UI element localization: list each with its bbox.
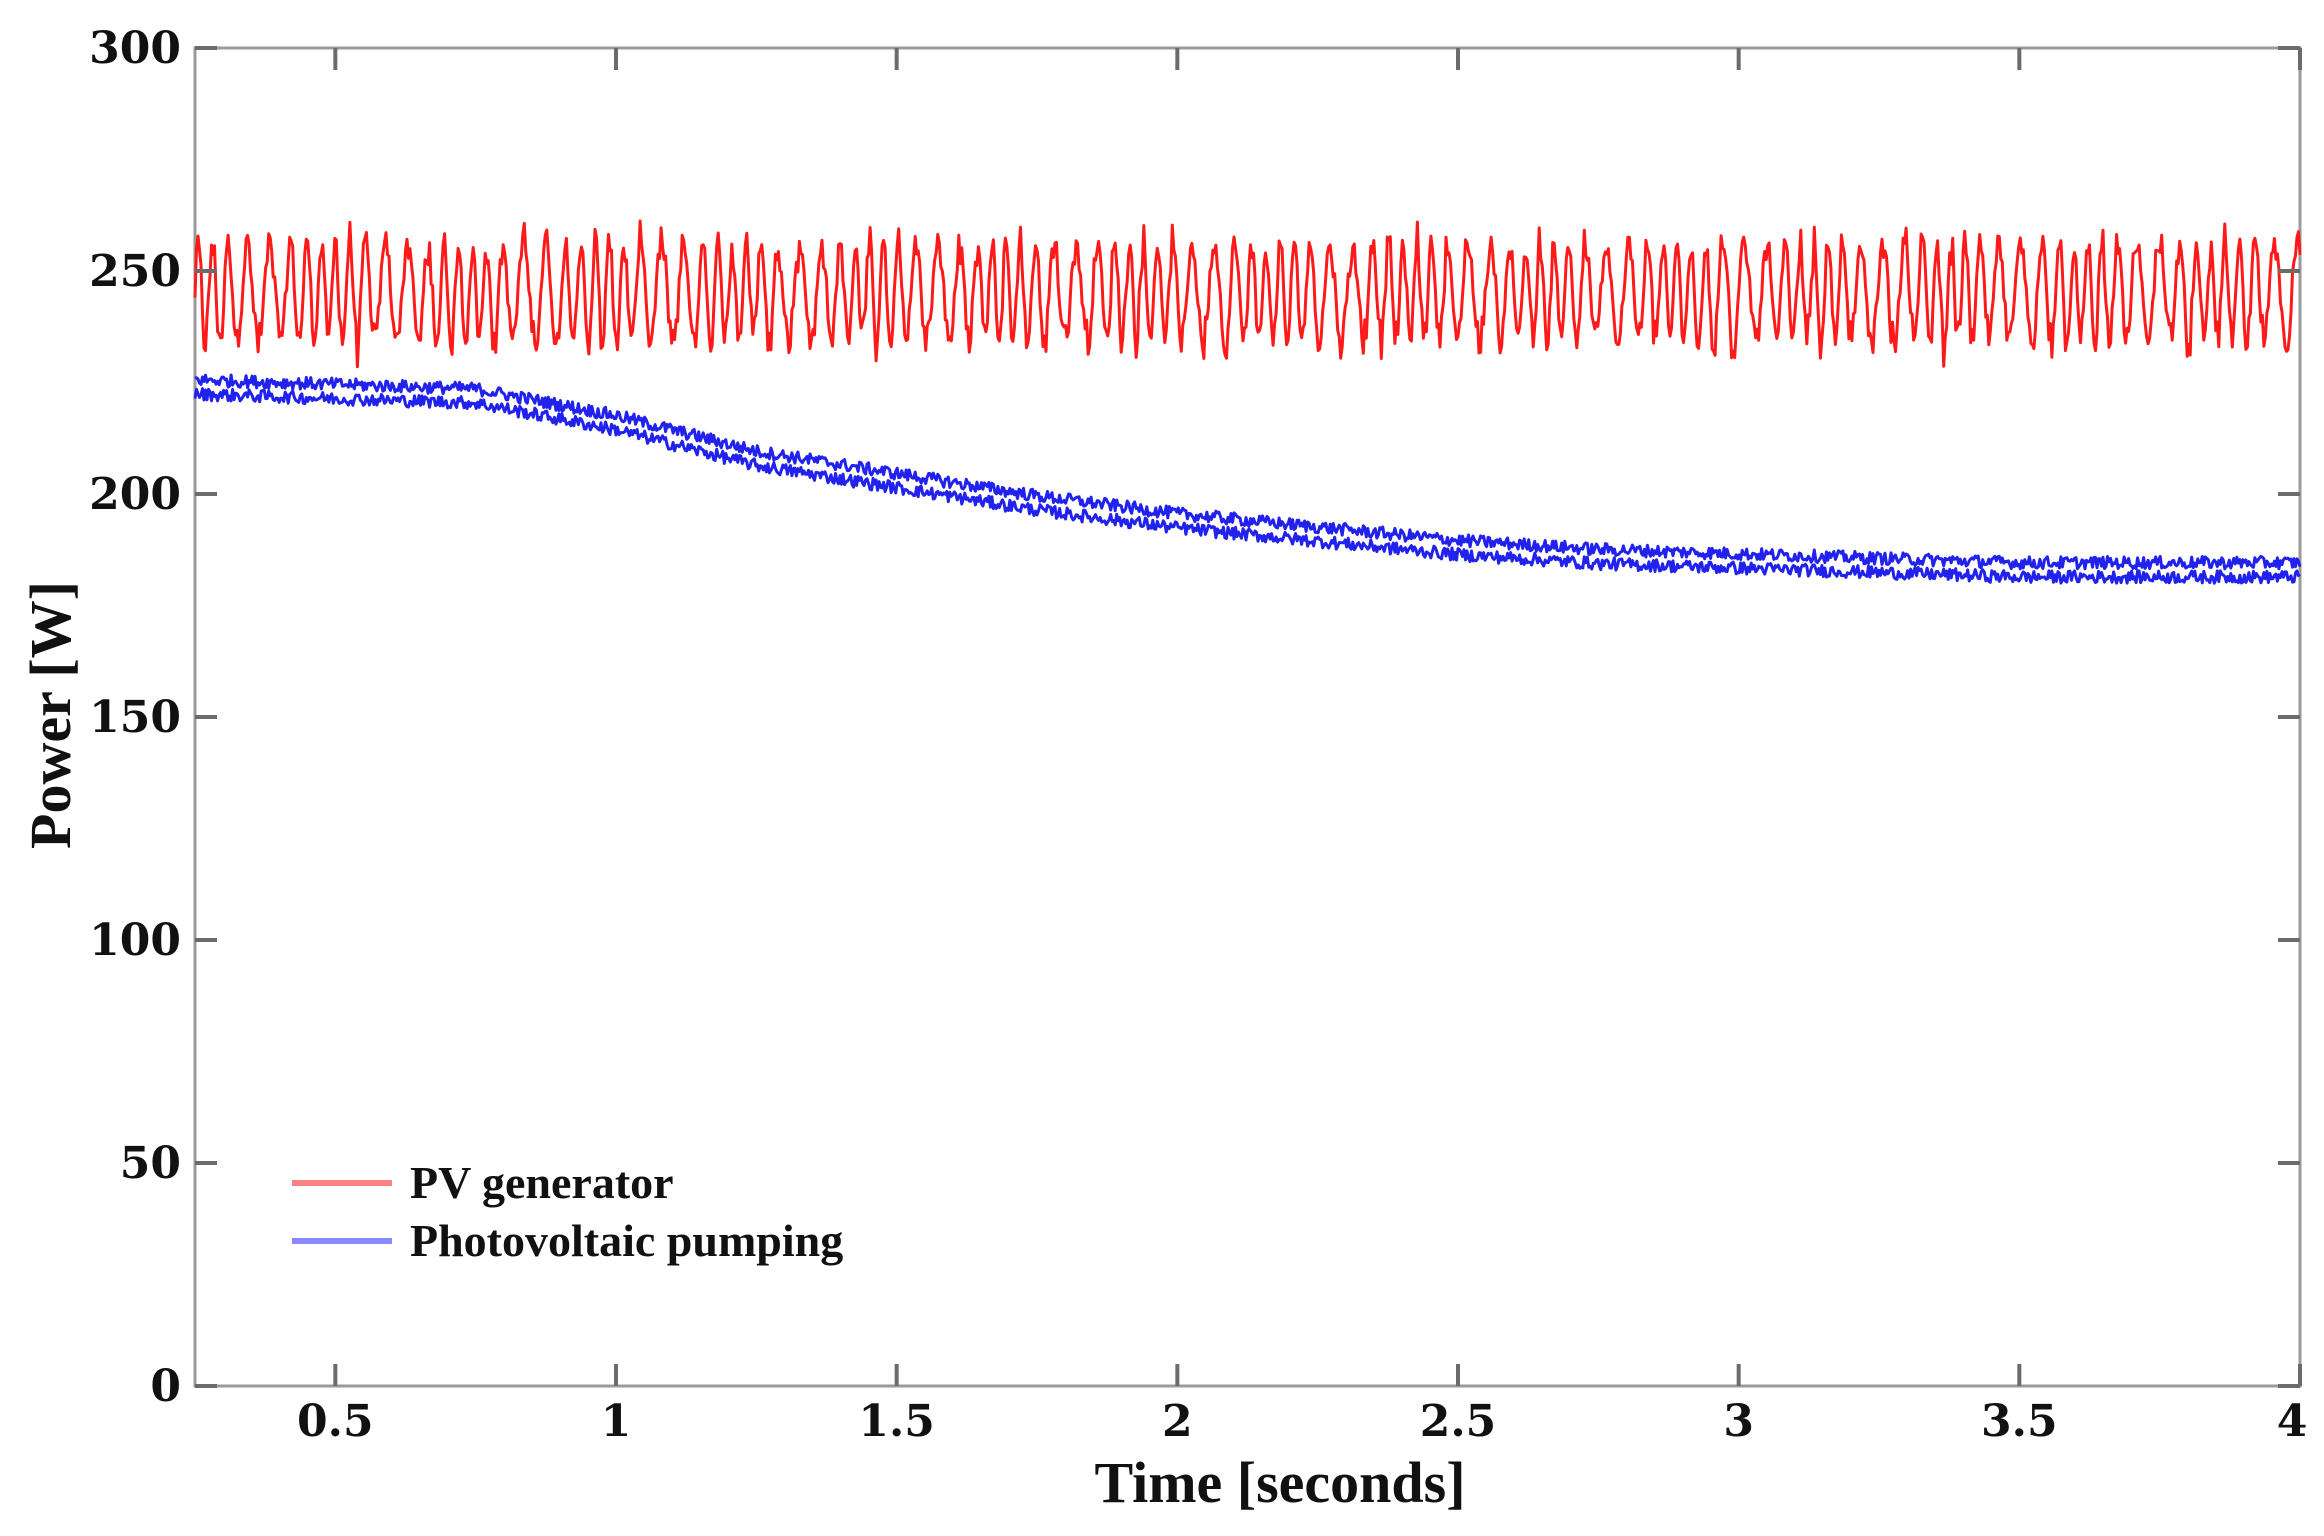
x-axis-title: Time [seconds] [1094,1450,1465,1515]
axis-ticks: 0 50 100 150 200 250 300 0.5 1 1.5 2 2.5 3 3.5 4 [89,23,2307,1447]
legend-label-pv-generator: PV generator [410,1157,674,1208]
y-tick-label: 200 [89,469,181,520]
y-tick-label: 0 [150,1361,181,1412]
series-line-photovoltaic-pumping [193,387,2301,585]
legend: PV generator Photovoltaic pumping [292,1157,843,1266]
x-tick-label: 2.5 [1420,1396,1497,1447]
x-tick-label: 1.5 [858,1396,935,1447]
x-tick-label: 2 [1162,1396,1193,1447]
series-layer [193,219,2302,585]
legend-label-photovoltaic-pumping: Photovoltaic pumping [410,1215,843,1266]
y-tick-label: 150 [89,692,181,743]
series-line-pv-generator [193,219,2302,369]
y-tick-label: 250 [89,246,181,297]
x-tick-label: 3 [1723,1396,1754,1447]
y-tick-label: 50 [120,1138,181,1189]
y-tick-label: 300 [89,23,181,74]
x-tick-label: 0.5 [297,1396,374,1447]
series-line-photovoltaic-pumping [194,373,2302,571]
y-tick-label: 100 [89,915,181,966]
x-tick-label: 1 [601,1396,632,1447]
y-axis-title: Power [W] [18,581,83,849]
x-tick-label: 3.5 [1981,1396,2058,1447]
x-tick-label: 4 [2277,1396,2308,1447]
